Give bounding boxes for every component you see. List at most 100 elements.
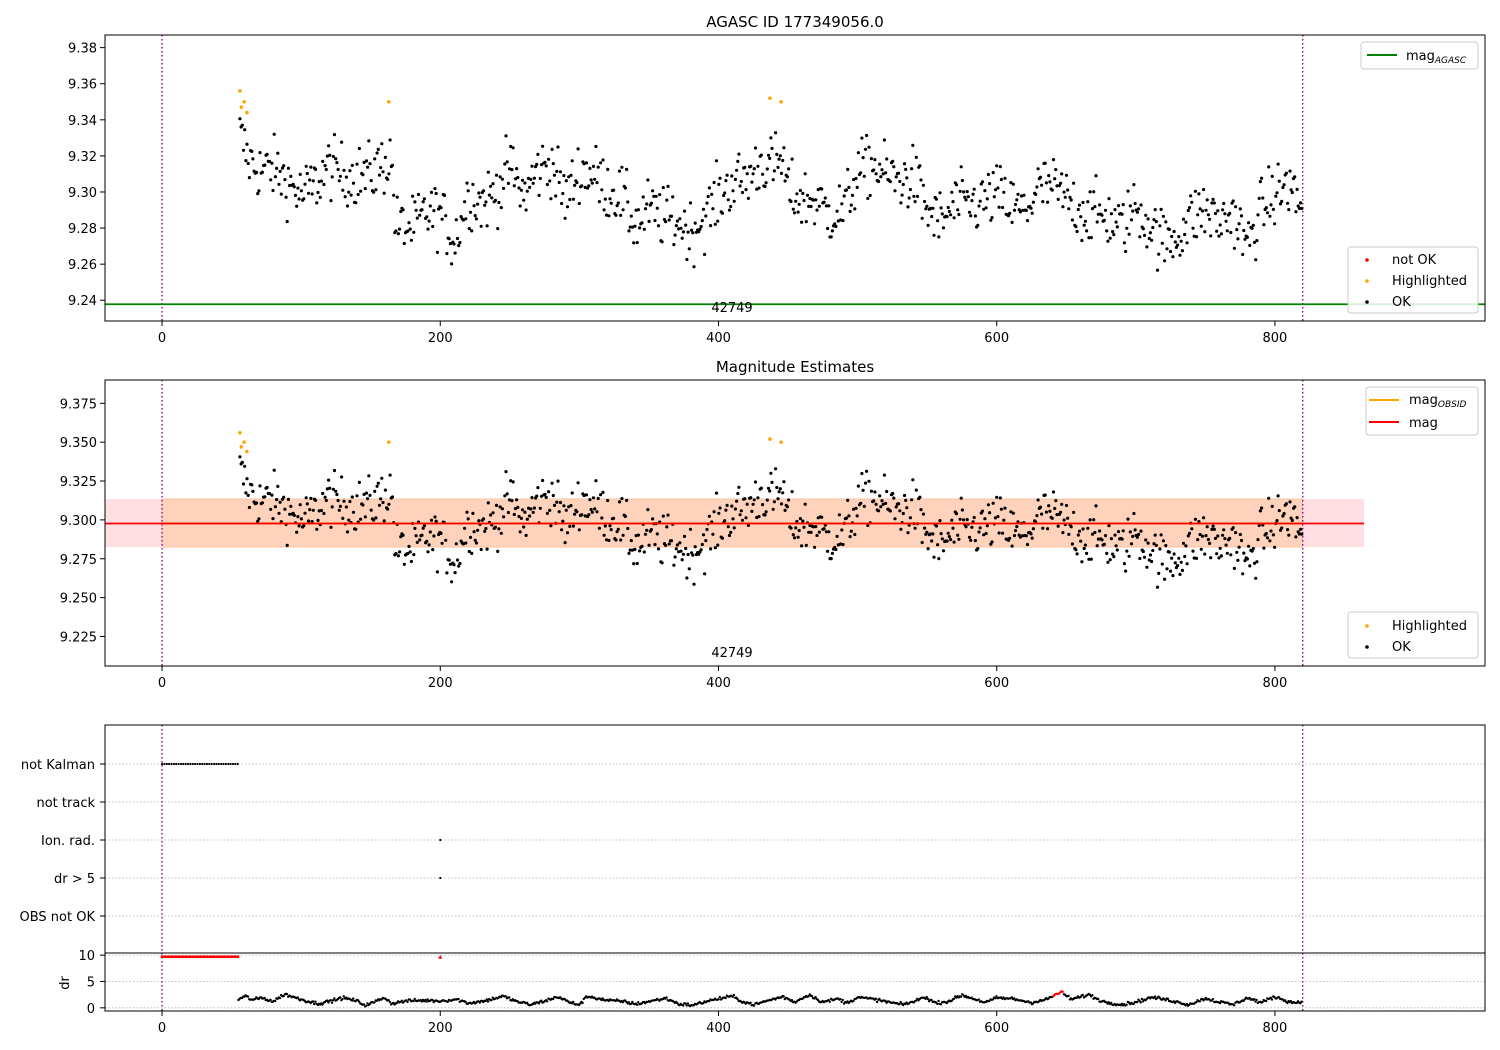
- ok-point: [1155, 268, 1160, 272]
- x-tick-label: 200: [428, 331, 453, 346]
- ok-point: [830, 229, 835, 233]
- ok-point: [995, 495, 999, 499]
- ok-point: [582, 493, 586, 498]
- ok-point: [251, 489, 255, 493]
- dr-point: [840, 1000, 843, 1004]
- ok-point: [656, 547, 661, 551]
- ok-point: [505, 160, 509, 164]
- ok-point: [398, 227, 402, 231]
- ok-point: [814, 198, 818, 202]
- ok-point: [369, 179, 373, 183]
- ok-point: [335, 492, 339, 497]
- ok-point: [434, 191, 438, 196]
- ok-point: [590, 510, 594, 514]
- ok-point: [1151, 225, 1155, 230]
- dr-point: [425, 1000, 428, 1003]
- dr-high-point: [205, 955, 209, 958]
- ok-point: [809, 530, 813, 535]
- ok-point: [1222, 201, 1226, 206]
- ok-point: [1280, 526, 1284, 530]
- ok-point: [283, 507, 287, 511]
- ok-point: [964, 198, 968, 202]
- ok-point: [853, 207, 857, 211]
- ok-point: [1206, 213, 1210, 217]
- legend-sub-obsid: OBSID: [1438, 400, 1467, 410]
- ok-point: [1228, 211, 1232, 215]
- ok-point: [863, 481, 868, 485]
- ok-point: [530, 496, 534, 500]
- ok-point: [243, 128, 247, 132]
- ok-point: [1173, 561, 1177, 565]
- ok-point: [956, 208, 960, 212]
- ok-point: [256, 519, 260, 523]
- ok-point: [677, 550, 681, 554]
- ok-point: [976, 223, 980, 227]
- ok-point: [240, 123, 244, 127]
- ok-point: [277, 182, 281, 186]
- dr-point: [1166, 997, 1170, 1001]
- ok-point: [1271, 207, 1275, 211]
- ok-point: [238, 455, 242, 459]
- ok-point: [686, 552, 690, 557]
- dr-point: [702, 1002, 705, 1005]
- dr-point: [1097, 997, 1100, 1001]
- ok-point: [1270, 504, 1274, 508]
- ok-point: [432, 534, 436, 538]
- ok-point: [992, 195, 996, 199]
- ok-point: [783, 508, 787, 512]
- ok-point: [374, 516, 378, 520]
- ok-point: [744, 188, 748, 192]
- ok-point: [355, 494, 359, 498]
- ok-point: [776, 165, 780, 169]
- ok-point: [1048, 509, 1052, 513]
- ok-point: [616, 201, 620, 205]
- ok-point: [802, 198, 806, 203]
- ok-point: [1219, 554, 1223, 558]
- ok-point: [703, 252, 707, 257]
- ok-point: [306, 191, 311, 195]
- ok-point: [1281, 185, 1285, 190]
- ok-point: [392, 193, 396, 197]
- ok-point: [1053, 506, 1057, 511]
- legend-label-highlighted-2: Highlighted: [1392, 619, 1467, 634]
- dr-point: [884, 999, 887, 1003]
- ok-point: [778, 487, 782, 491]
- flag-row-label: OBS not OK: [20, 910, 96, 925]
- ok-point: [555, 500, 559, 504]
- ok-point: [966, 195, 970, 199]
- ok-point: [556, 479, 560, 483]
- panel1-x-axis: 0 200 400 600 800: [158, 321, 1287, 346]
- ok-point: [1109, 537, 1113, 541]
- dr-point: [718, 995, 721, 999]
- ok-point: [625, 167, 629, 171]
- ok-point: [557, 180, 561, 185]
- ok-point: [1152, 218, 1156, 222]
- dr-point: [490, 998, 493, 1002]
- dr-high-point: [202, 955, 205, 958]
- flag-event-point: [187, 762, 190, 766]
- ok-point: [1180, 568, 1184, 573]
- ok-point: [478, 195, 482, 199]
- ok-point: [477, 191, 481, 195]
- ok-point: [1264, 531, 1268, 536]
- ok-point: [636, 533, 641, 537]
- dr-high-point: [178, 955, 182, 958]
- ok-point: [776, 497, 780, 501]
- ok-point: [941, 549, 946, 553]
- flag-event-point: [439, 838, 442, 842]
- ok-point: [1137, 207, 1141, 211]
- ok-point: [335, 161, 339, 165]
- y-tick-label: 9.36: [68, 78, 97, 93]
- ok-point: [594, 144, 598, 149]
- ok-point: [362, 160, 366, 164]
- ok-point: [680, 558, 684, 562]
- ok-point: [357, 146, 361, 151]
- flag-event-point: [191, 762, 194, 766]
- dr-high-point: [209, 955, 213, 958]
- ok-point: [257, 189, 261, 193]
- dr-high-point: [231, 955, 234, 958]
- ok-point: [904, 167, 908, 171]
- ok-point: [764, 510, 768, 514]
- ok-point: [1153, 208, 1157, 212]
- ok-point: [946, 205, 950, 210]
